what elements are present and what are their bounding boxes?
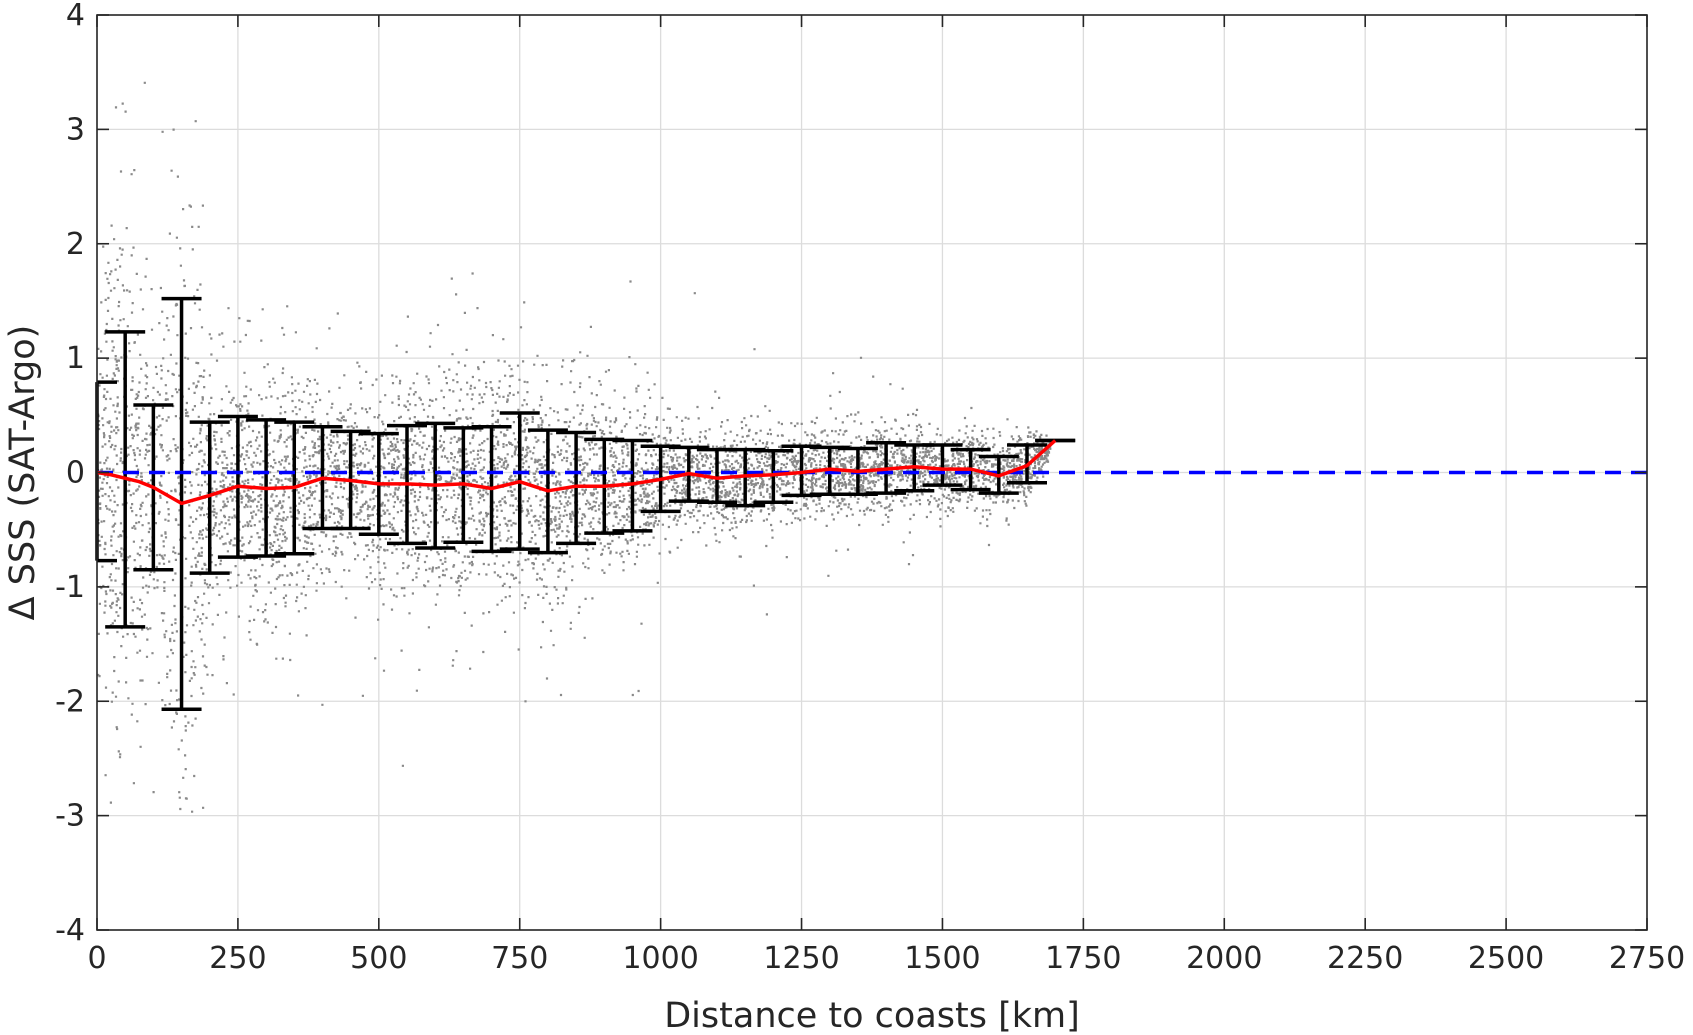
x-tick-label: 2750 <box>1609 941 1685 976</box>
x-tick-label: 750 <box>491 941 548 976</box>
scatter-points <box>97 81 1052 813</box>
y-axis-label: Δ SSS (SAT-Argo) <box>3 325 43 621</box>
y-tick-label: 0 <box>66 456 85 491</box>
y-tick-label: -4 <box>55 913 85 948</box>
scatter-cloud <box>97 81 1052 813</box>
y-tick-label: 1 <box>66 341 85 376</box>
x-tick-label: 1750 <box>1045 941 1121 976</box>
x-tick-label: 1000 <box>622 941 698 976</box>
axis-ticks <box>96 14 1648 931</box>
y-tick-label: 2 <box>66 227 85 262</box>
error-bar <box>922 443 963 487</box>
mean-line-path <box>96 439 1057 506</box>
x-tick-label: 2000 <box>1186 941 1262 976</box>
x-tick-labels: 0 250 500 750 1000 1250 1500 1750 2000 2250 2500 27… <box>87 941 1685 976</box>
x-axis-label: Distance to coasts [km] <box>664 996 1080 1035</box>
x-tick-label: 250 <box>209 941 266 976</box>
error-bar <box>189 420 230 575</box>
y-tick-label: 3 <box>66 112 85 147</box>
y-tick-label: -3 <box>55 799 85 834</box>
x-tick-label: 2500 <box>1468 941 1544 976</box>
x-tick-label: 2250 <box>1327 941 1403 976</box>
y-tick-label: 4 <box>66 0 85 33</box>
x-tick-label: 1500 <box>904 941 980 976</box>
y-tick-label: -2 <box>55 684 85 719</box>
x-tick-label: 0 <box>87 941 106 976</box>
y-tick-labels: 4 3 2 1 0 -1 -2 -3 -4 <box>55 0 85 948</box>
y-tick-label: -1 <box>55 570 85 605</box>
mean-line <box>96 439 1057 506</box>
x-tick-label: 1250 <box>763 941 839 976</box>
x-tick-label: 500 <box>350 941 407 976</box>
